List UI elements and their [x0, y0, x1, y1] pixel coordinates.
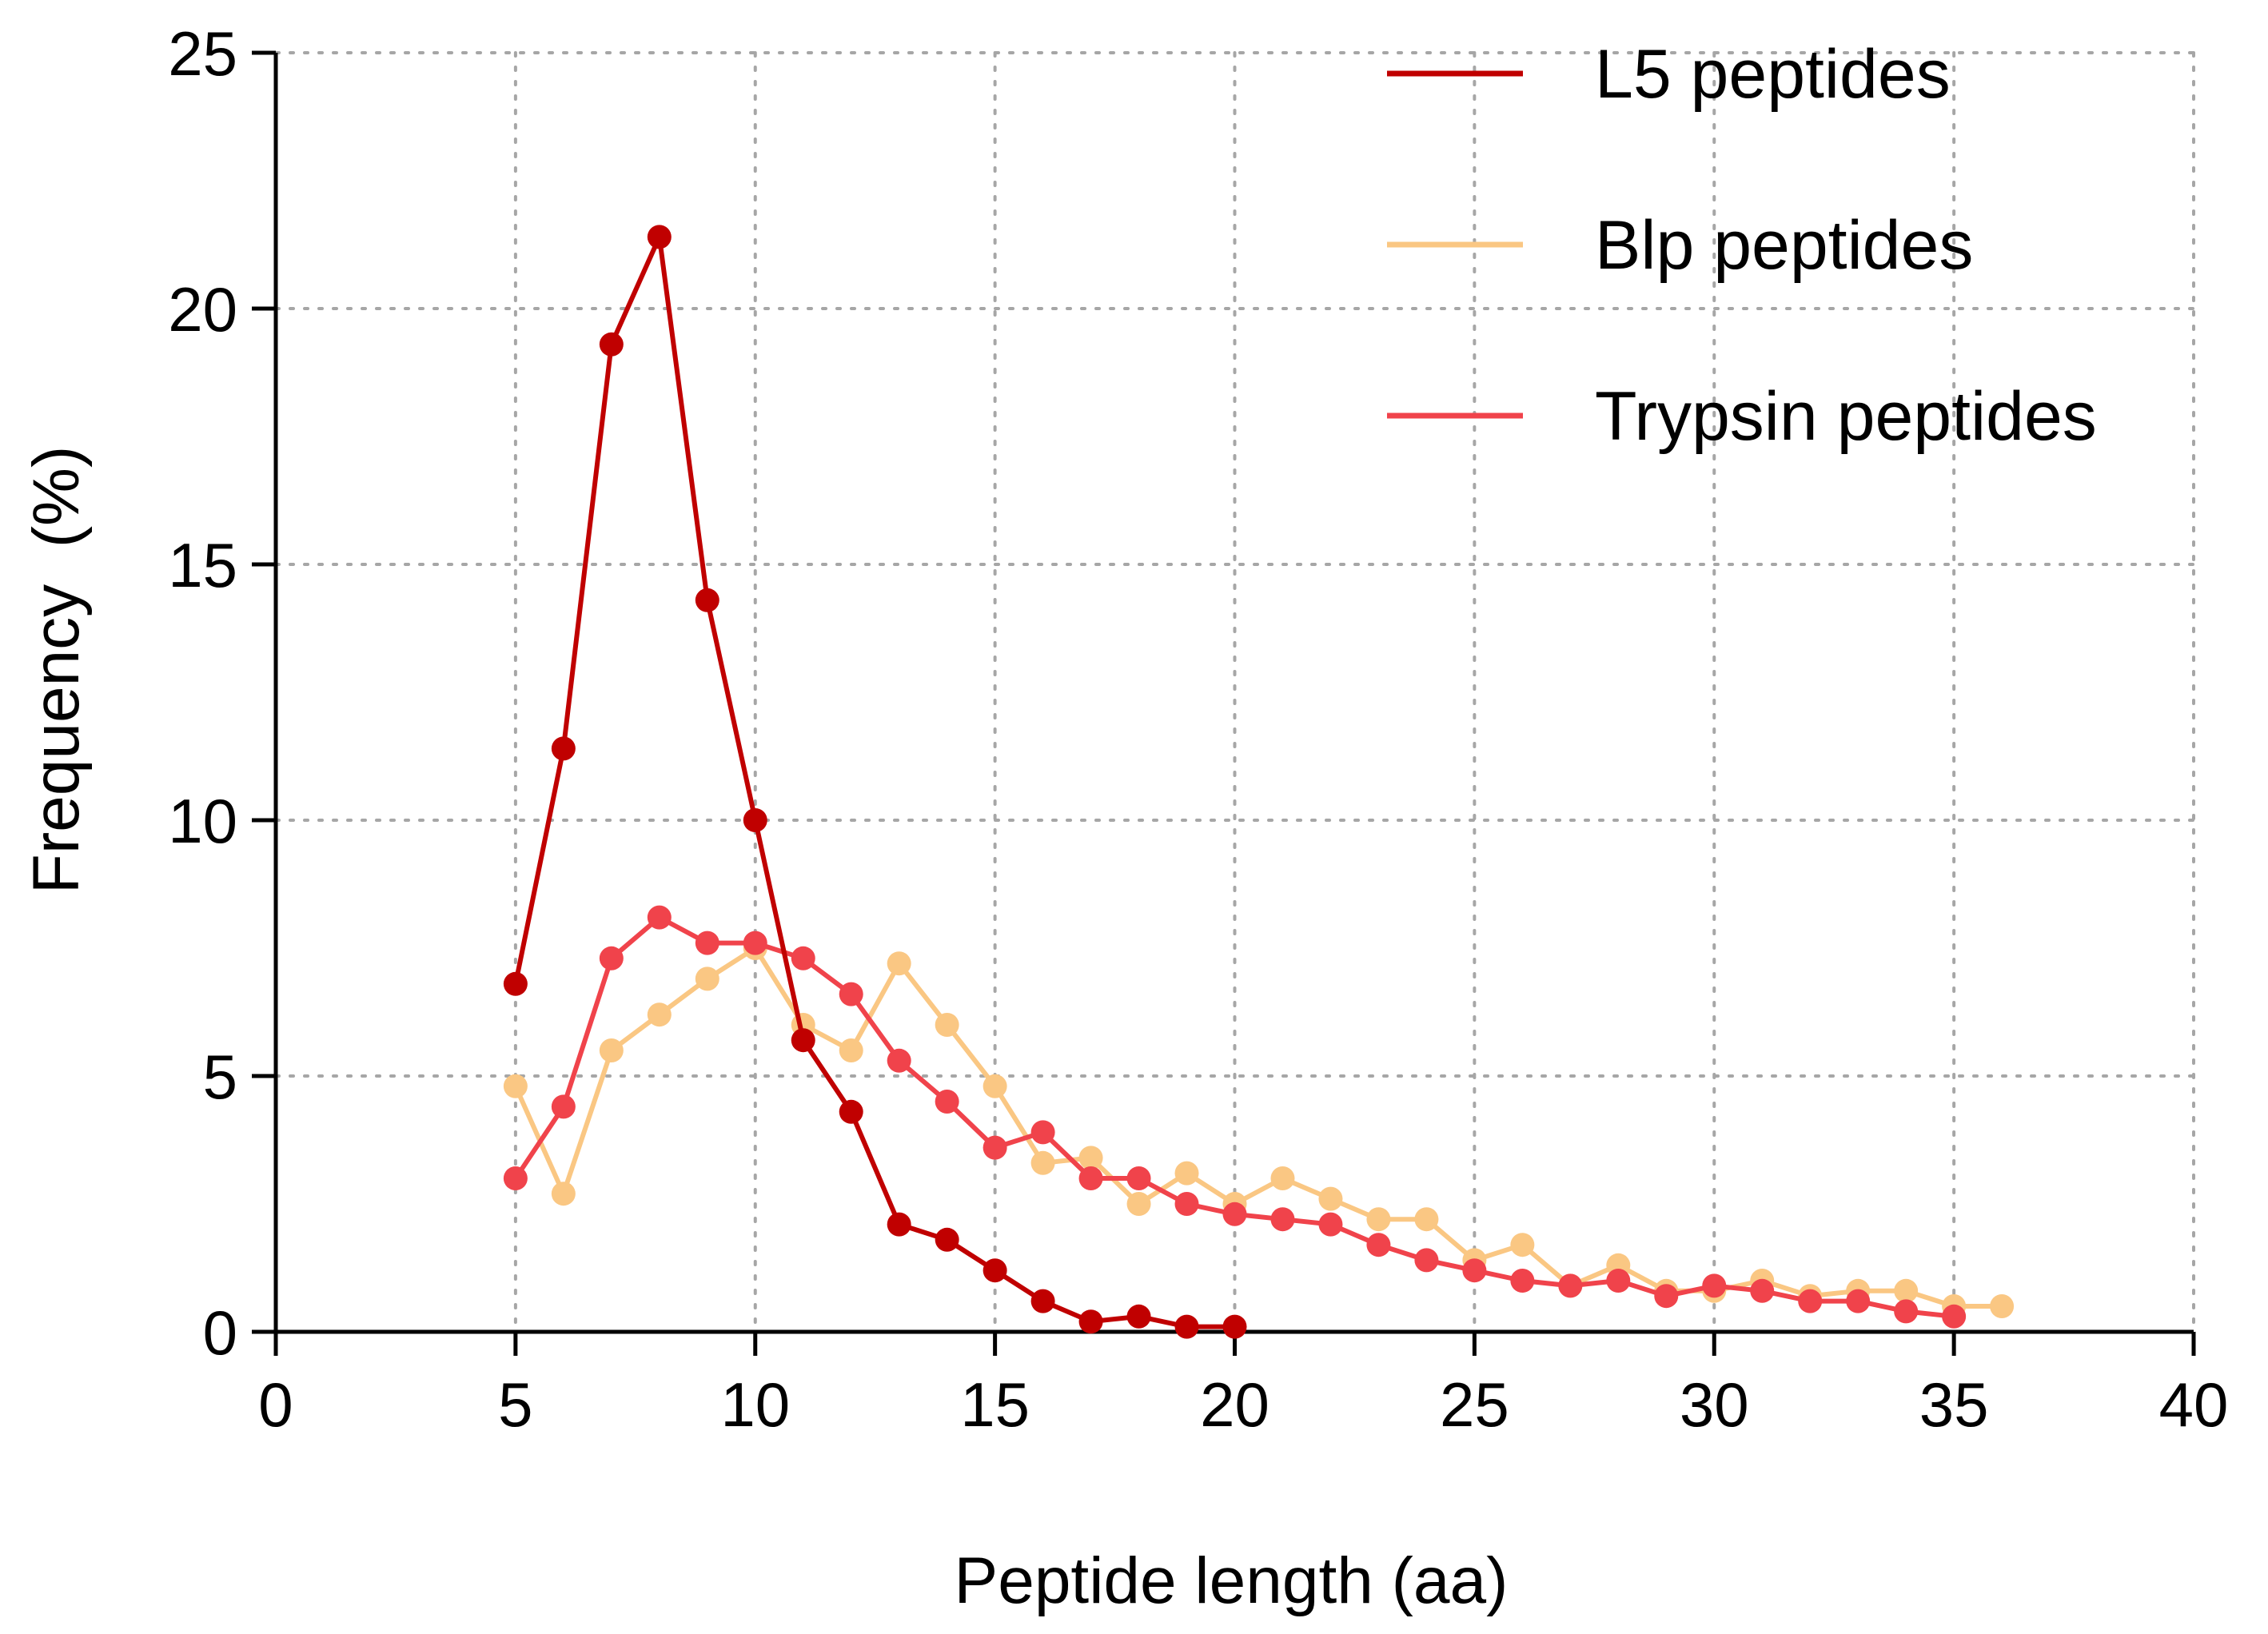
data-point-l5-peptides: [983, 1258, 1007, 1283]
data-point-trypsin-peptides: [887, 1048, 911, 1073]
data-point-trypsin-peptides: [1606, 1269, 1631, 1293]
data-point-trypsin-peptides: [791, 946, 815, 970]
data-point-blp-peptides: [1078, 1146, 1103, 1170]
x-tick-label: 0: [258, 1369, 293, 1440]
data-point-trypsin-peptides: [599, 946, 624, 970]
x-tick-label: 20: [1200, 1369, 1270, 1440]
data-point-blp-peptides: [503, 1074, 528, 1098]
data-point-blp-peptides: [887, 951, 911, 976]
legend: L5 peptides Blp peptides Trypsin peptides: [1387, 36, 2097, 455]
data-point-blp-peptides: [1318, 1186, 1343, 1211]
data-point-l5-peptides: [1174, 1314, 1199, 1339]
data-point-trypsin-peptides: [551, 1094, 576, 1119]
data-point-blp-peptides: [1030, 1150, 1055, 1175]
series-line-l5-peptides: [512, 234, 1235, 1329]
data-point-trypsin-peptides: [1366, 1233, 1391, 1257]
data-point-trypsin-peptides: [1270, 1207, 1295, 1232]
data-point-trypsin-peptides: [1846, 1289, 1871, 1313]
data-point-l5-peptides: [1126, 1304, 1151, 1329]
legend-label-blp-peptides: Blp peptides: [1595, 207, 1973, 284]
y-tick-label: 15: [168, 530, 237, 600]
data-point-blp-peptides: [1270, 1166, 1295, 1190]
data-point-blp-peptides: [1414, 1207, 1439, 1232]
data-point-l5-peptides: [839, 1099, 863, 1124]
data-point-blp-peptides: [983, 1074, 1007, 1098]
data-point-blp-peptides: [695, 966, 719, 991]
data-point-blp-peptides: [1366, 1207, 1391, 1232]
data-point-l5-peptides: [1030, 1289, 1055, 1313]
data-point-trypsin-peptides: [1750, 1278, 1775, 1303]
y-tick-label: 0: [203, 1297, 237, 1368]
series-trypsin-peptides: [503, 905, 1967, 1329]
data-point-blp-peptides: [599, 1038, 624, 1062]
data-point-trypsin-peptides: [935, 1090, 959, 1114]
data-point-trypsin-peptides: [1654, 1284, 1679, 1309]
data-point-trypsin-peptides: [1078, 1166, 1103, 1190]
data-point-l5-peptides: [503, 971, 528, 996]
data-point-blp-peptides: [1894, 1278, 1919, 1303]
data-point-trypsin-peptides: [647, 905, 672, 930]
data-point-trypsin-peptides: [1702, 1273, 1727, 1298]
data-point-trypsin-peptides: [1126, 1166, 1151, 1190]
data-point-blp-peptides: [1174, 1161, 1199, 1186]
data-point-blp-peptides: [1126, 1192, 1151, 1216]
x-tick-label: 35: [1919, 1369, 1989, 1440]
x-tick-label: 30: [1680, 1369, 1749, 1440]
legend-label-trypsin-peptides: Trypsin peptides: [1595, 378, 2097, 455]
x-tick-label: 10: [720, 1369, 790, 1440]
data-point-l5-peptides: [551, 736, 576, 761]
data-point-trypsin-peptides: [1942, 1304, 1967, 1329]
data-point-l5-peptides: [599, 332, 624, 357]
legend-label-l5-peptides: L5 peptides: [1595, 36, 1951, 113]
series-l5-peptides: [503, 225, 1247, 1339]
data-point-l5-peptides: [791, 1028, 815, 1053]
series-line-blp-peptides: [513, 946, 2003, 1309]
data-point-trypsin-peptides: [1222, 1202, 1247, 1226]
data-point-l5-peptides: [935, 1227, 959, 1252]
data-point-l5-peptides: [887, 1212, 911, 1237]
data-point-trypsin-peptides: [1462, 1258, 1487, 1283]
data-point-trypsin-peptides: [1174, 1192, 1199, 1216]
data-point-blp-peptides: [551, 1182, 576, 1206]
series-group: [503, 225, 2015, 1339]
data-point-trypsin-peptides: [1318, 1212, 1343, 1237]
data-point-trypsin-peptides: [1510, 1269, 1535, 1293]
data-point-trypsin-peptides: [1798, 1289, 1823, 1313]
data-point-trypsin-peptides: [695, 931, 719, 955]
data-point-trypsin-peptides: [503, 1166, 528, 1190]
x-tick-label: 15: [960, 1369, 1030, 1440]
x-tick-label: 5: [498, 1369, 532, 1440]
data-point-blp-peptides: [935, 1013, 959, 1037]
data-point-trypsin-peptides: [839, 982, 863, 1006]
data-point-trypsin-peptides: [1414, 1248, 1439, 1273]
y-tick-label: 20: [168, 274, 237, 345]
axes: 0 5 10 15 20 25 30 35 40 0 5 10 15 20 25: [168, 18, 2228, 1440]
series-blp-peptides: [503, 936, 2015, 1318]
y-tick-label: 25: [168, 18, 237, 89]
grid-lines: [274, 51, 2195, 1333]
data-point-l5-peptides: [743, 808, 767, 832]
data-point-trypsin-peptides: [743, 931, 767, 955]
data-point-blp-peptides: [1510, 1233, 1535, 1257]
x-tick-label: 40: [2159, 1369, 2229, 1440]
data-point-l5-peptides: [695, 588, 719, 612]
x-axis-title: Peptide length (aa): [955, 1544, 1509, 1617]
data-point-l5-peptides: [1222, 1314, 1247, 1339]
data-point-blp-peptides: [1990, 1294, 2015, 1318]
data-point-l5-peptides: [1078, 1309, 1103, 1334]
data-point-blp-peptides: [839, 1038, 863, 1062]
y-tick-label: 10: [168, 786, 237, 856]
x-tick-label: 25: [1440, 1369, 1509, 1440]
data-point-l5-peptides: [647, 225, 672, 249]
data-point-trypsin-peptides: [983, 1135, 1007, 1160]
data-point-trypsin-peptides: [1558, 1273, 1583, 1298]
data-point-blp-peptides: [647, 1002, 672, 1027]
y-tick-label: 5: [203, 1042, 237, 1112]
y-axis-title: Frequency (%): [20, 446, 93, 895]
data-point-trypsin-peptides: [1030, 1120, 1055, 1145]
data-point-trypsin-peptides: [1894, 1299, 1919, 1324]
